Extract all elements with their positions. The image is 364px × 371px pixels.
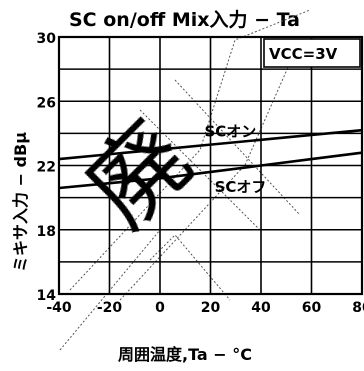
x-tick-label: 40 <box>251 300 271 316</box>
y-tick-label: 26 <box>37 95 56 111</box>
y-tick-label: 18 <box>37 224 56 240</box>
y-axis-label: ミキサ入力 − dBμ <box>11 132 30 272</box>
x-tick-label: 0 <box>155 300 165 316</box>
legend-vcc-label: VCC=3V <box>269 45 338 63</box>
series-label-sc-on: SCオン <box>205 123 257 141</box>
y-tick-label: 22 <box>37 160 56 176</box>
series-group: SCオン SCオフ <box>58 123 363 196</box>
x-tick-label: -20 <box>97 300 123 316</box>
plot-frame <box>57 35 364 296</box>
series-line-sc-on <box>58 128 363 161</box>
y-tick-label: 30 <box>37 31 57 47</box>
y-tick-label: 14 <box>37 288 57 304</box>
chart-title: SC on/off Mix入力 − Ta <box>69 8 300 31</box>
legend-box <box>263 38 361 68</box>
x-tick-label: 20 <box>201 300 221 316</box>
x-tick-label: -40 <box>46 300 72 316</box>
x-tick-label: 80 <box>352 300 364 316</box>
tick-labels: -40 -20 0 20 40 60 80 14 18 22 26 30 <box>37 31 364 316</box>
x-axis-label: 周囲温度,Ta − °C <box>118 345 252 364</box>
series-line-sc-off <box>58 151 363 190</box>
x-tick-label: 60 <box>302 300 322 316</box>
series-label-sc-off: SCオフ <box>215 178 267 196</box>
grid <box>58 36 363 295</box>
